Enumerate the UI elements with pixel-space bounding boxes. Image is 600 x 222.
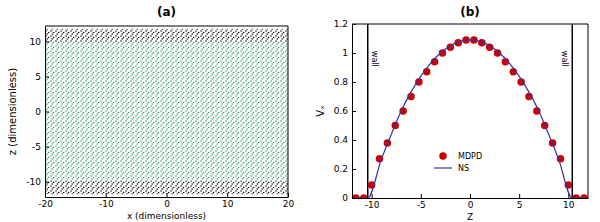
chart-title: (b) [460, 5, 480, 19]
y-tick-label: 0.2 [334, 164, 348, 174]
legend-label: MDPD [458, 152, 482, 161]
plot-frame [352, 24, 588, 198]
x-tick-mark [470, 194, 471, 198]
wall-label: wall [560, 51, 569, 67]
y-tick-mark [352, 169, 356, 170]
x-axis-title: Z [467, 212, 473, 222]
particle-band [45, 181, 288, 194]
wall-line [572, 24, 574, 198]
y-tick-mark [45, 76, 49, 77]
y-tick: 0.6 [334, 106, 356, 116]
x-axis-line [46, 197, 289, 198]
y-tick-mark [352, 198, 356, 199]
x-axis-line [353, 198, 589, 199]
y-tick: 0 [342, 193, 356, 203]
x-tick-label: 20 [283, 199, 295, 209]
x-tick-label: 10 [222, 199, 234, 209]
x-tick: -10 [99, 193, 114, 209]
x-tick: 5 [517, 194, 523, 210]
x-tick-mark [519, 194, 520, 198]
y-tick-label: 1 [342, 48, 348, 58]
y-tick-label: 0.4 [334, 135, 349, 145]
y-tick: 0.8 [334, 77, 356, 87]
panel-0: -20 -10 0 10 20 -10 -5 0 5 10 (a) x (dimensionless)… [7, 5, 295, 221]
y-tick-mark [352, 82, 356, 83]
figure: -20-1001020-10-50510(a)x (dimensionless)… [0, 0, 600, 222]
y-tick-label: 0.6 [334, 106, 349, 116]
x-tick: 0 [164, 193, 170, 209]
y-tick-label: 1.2 [334, 19, 348, 29]
x-tick-label: -20 [38, 199, 53, 209]
x-tick-mark [372, 194, 373, 198]
x-tick-label: -5 [417, 200, 426, 210]
x-tick-label: -10 [365, 200, 380, 210]
x-tick-mark [568, 194, 569, 198]
y-tick-label: 5 [35, 72, 41, 82]
y-tick: 0.2 [334, 164, 356, 174]
plot-frame [45, 26, 288, 197]
legend-line [434, 167, 452, 168]
y-tick: -10 [26, 177, 49, 187]
y-axis: 0 0.2 0.4 0.6 0.8 1 1.2 [334, 19, 356, 203]
y-axis: -10 -5 0 5 10 [26, 27, 49, 198]
y-tick-mark [45, 41, 49, 42]
wall-line [367, 24, 369, 198]
y-tick-label: 0 [342, 193, 348, 203]
x-tick: 0 [468, 194, 474, 210]
particle-band [45, 29, 288, 42]
x-tick-mark [227, 193, 228, 197]
y-tick-mark [45, 147, 49, 148]
x-tick-mark [421, 194, 422, 198]
y-tick: -5 [32, 142, 49, 152]
x-tick: -10 [365, 194, 380, 210]
y-tick-label: -10 [26, 177, 41, 187]
x-axis: -10 -5 0 5 10 [353, 194, 589, 210]
chart-title: (a) [157, 5, 176, 19]
y-tick-label: -5 [32, 142, 41, 152]
y-tick-mark [45, 182, 49, 183]
y-tick: 0.4 [334, 135, 356, 145]
legend-label: NS [458, 164, 469, 173]
plot-marks [352, 24, 588, 198]
y-tick: 10 [30, 37, 49, 47]
y-tick-mark [352, 111, 356, 112]
panel-1: -10 -5 0 5 10 0 0.2 0.4 0.6 0.8 1 1.2 (b) Z Vₓ wall wall… [315, 5, 589, 222]
y-tick-label: 10 [30, 37, 42, 47]
series-line [356, 40, 584, 198]
y-tick: 1 [342, 48, 356, 58]
y-tick: 5 [35, 72, 49, 82]
legend-marker [439, 152, 446, 159]
x-tick-mark [106, 193, 107, 197]
x-tick-label: 0 [164, 199, 170, 209]
x-tick-mark [167, 193, 168, 197]
x-axis: -20 -10 0 10 20 [38, 193, 294, 209]
x-tick-label: 10 [563, 200, 575, 210]
x-tick: 10 [222, 193, 234, 209]
x-tick: 20 [283, 193, 295, 209]
x-axis-title: x (dimensionless) [127, 211, 206, 221]
y-tick-label: 0 [35, 107, 41, 117]
wall-label: wall [370, 51, 379, 67]
y-tick-mark [352, 53, 356, 54]
legend: MDPD NS [434, 152, 482, 173]
x-tick-label: 0 [468, 200, 474, 210]
plot-marks [45, 29, 288, 194]
x-tick: 10 [563, 194, 575, 210]
particle-band [45, 42, 288, 181]
x-tick-label: -10 [99, 199, 114, 209]
y-tick: 0 [35, 107, 49, 117]
y-tick-mark [45, 112, 49, 113]
y-axis-title: z (dimensionless) [7, 68, 18, 155]
x-tick-label: 5 [517, 200, 523, 210]
y-tick-mark [352, 140, 356, 141]
x-tick: -5 [417, 194, 426, 210]
y-axis-title: Vₓ [315, 105, 326, 116]
y-tick-label: 0.8 [334, 77, 349, 87]
